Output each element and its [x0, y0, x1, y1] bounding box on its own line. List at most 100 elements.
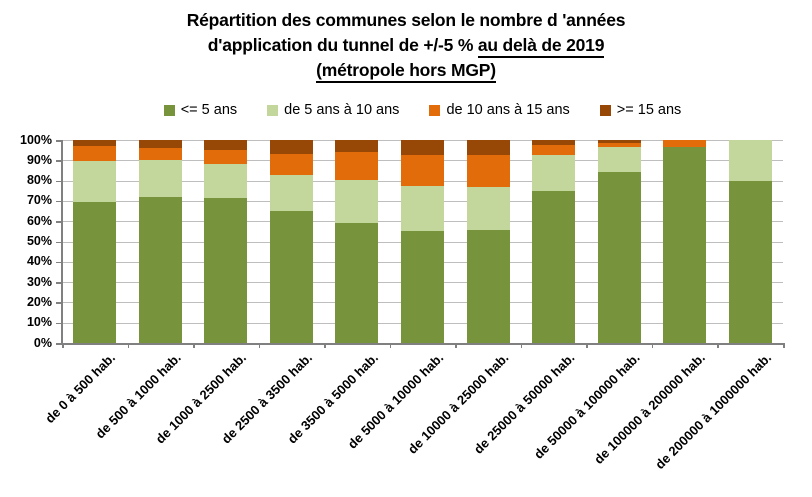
legend-item: de 10 ans à 15 ans [429, 102, 570, 118]
y-axis-label: 20% [26, 294, 52, 309]
bar-segment [663, 140, 707, 148]
chart-title-line3-underlined: (métropole hors MGP) [316, 60, 496, 83]
y-axis-tick [56, 282, 62, 284]
y-axis-tick [56, 302, 62, 304]
bar-segment [532, 145, 576, 156]
bar-segment [204, 140, 248, 151]
legend-item: <= 5 ans [163, 102, 238, 118]
x-axis-tick [586, 343, 588, 348]
x-axis-tick [783, 343, 785, 348]
bar-segment [335, 140, 379, 153]
bar-segment [73, 201, 117, 343]
y-axis-label: 50% [26, 234, 52, 248]
bar-segment [138, 196, 182, 343]
bar-segment [728, 180, 772, 343]
bar-segment [532, 155, 576, 191]
y-axis-label: 80% [26, 173, 52, 188]
bar-segment [204, 164, 248, 198]
x-axis-label: de 50000 à 100000 hab. [530, 350, 643, 462]
x-axis-label: de 100000 à 200000 hab. [591, 350, 709, 467]
chart-title-line2-normal: d'application du tunnel de +/-5 % [207, 35, 478, 55]
bar-segment [728, 140, 772, 181]
y-axis-label: 70% [26, 193, 52, 208]
bar-segment [73, 140, 117, 147]
legend-swatch [267, 104, 279, 116]
bar-segment [597, 140, 641, 144]
bar-segment [138, 148, 182, 161]
x-axis-tick [520, 343, 523, 348]
bar-segment [138, 140, 182, 149]
bar-segment [335, 223, 379, 343]
y-axis-label: 60% [26, 213, 52, 228]
legend-swatch [429, 104, 441, 116]
legend-label: >= 15 ans [616, 102, 682, 118]
x-axis-tick [62, 343, 64, 348]
legend-item: de 5 ans à 10 ans [267, 102, 399, 118]
y-axis-line [61, 140, 63, 344]
legend-label: de 10 ans à 15 ans [446, 102, 570, 118]
bar-segment [597, 143, 641, 148]
y-axis-label: 10% [26, 315, 52, 330]
x-axis-tick [193, 343, 195, 348]
bar-segment [335, 152, 379, 180]
y-axis-label: 90% [26, 152, 52, 167]
bar-segment [269, 154, 313, 175]
chart-legend: <= 5 ans de 5 ans à 10 ans de 10 ans à 15 … [62, 102, 783, 118]
chart-title-line2-underlined: au delà de 2019 [477, 35, 604, 58]
chart-title-line2: d'application du tunnel de +/-5 % au del… [0, 33, 812, 58]
x-axis-tick [127, 343, 130, 348]
bar-segment [269, 140, 313, 155]
bar-segment [532, 190, 576, 343]
x-axis-tick [324, 343, 326, 348]
bar-segment [401, 155, 444, 186]
bar-segment [335, 179, 379, 224]
x-axis-tick [717, 343, 719, 348]
bar-segment [466, 230, 510, 343]
legend-swatch [163, 104, 175, 116]
bar-segment [269, 174, 313, 212]
bar-segment [401, 231, 444, 343]
bar-segment [466, 155, 510, 187]
chart-title-line3: (métropole hors MGP) [0, 58, 812, 83]
bar-segment [466, 186, 510, 231]
y-axis-tick [56, 241, 62, 243]
bar-segment [597, 147, 641, 173]
x-axis-label: de 200000 à 1000000 hab. [651, 350, 774, 473]
bar-segment [138, 160, 182, 197]
legend-label: de 5 ans à 10 ans [284, 102, 400, 118]
bar-segment [532, 140, 576, 146]
bar-segment [466, 140, 510, 156]
bar-segment [401, 185, 444, 232]
x-axis-tick [389, 343, 392, 348]
y-axis-label: 40% [26, 254, 52, 269]
y-axis-label: 0% [33, 335, 52, 350]
bar-segment [597, 172, 641, 343]
bar-segment [269, 211, 313, 343]
legend-item: >= 15 ans [599, 102, 682, 118]
legend-label: <= 5 ans [180, 102, 238, 118]
y-axis-tick [56, 261, 62, 264]
x-axis-line [61, 343, 784, 345]
y-axis-tick [56, 160, 62, 162]
bar-segment [73, 146, 117, 162]
y-axis-tick [56, 180, 62, 183]
y-axis-tick [56, 140, 62, 142]
y-axis-tick [56, 221, 62, 223]
chart-title-line1: Répartition des communes selon le nombre… [186, 10, 626, 30]
bar-segment [204, 197, 248, 343]
y-axis-tick [56, 200, 62, 203]
y-axis-tick [56, 343, 62, 345]
x-axis-tick [651, 343, 654, 348]
bar-segment [401, 140, 444, 156]
x-axis-tick [455, 343, 457, 348]
bar-segment [73, 161, 117, 202]
bar-segment [204, 150, 248, 165]
y-axis-tick [56, 322, 62, 325]
chart-title: Répartition des communes selon le nombre… [0, 8, 812, 83]
y-axis-label: 100% [20, 132, 52, 147]
x-axis-tick [258, 343, 261, 348]
legend-swatch [599, 104, 611, 116]
bar-segment [663, 147, 707, 343]
